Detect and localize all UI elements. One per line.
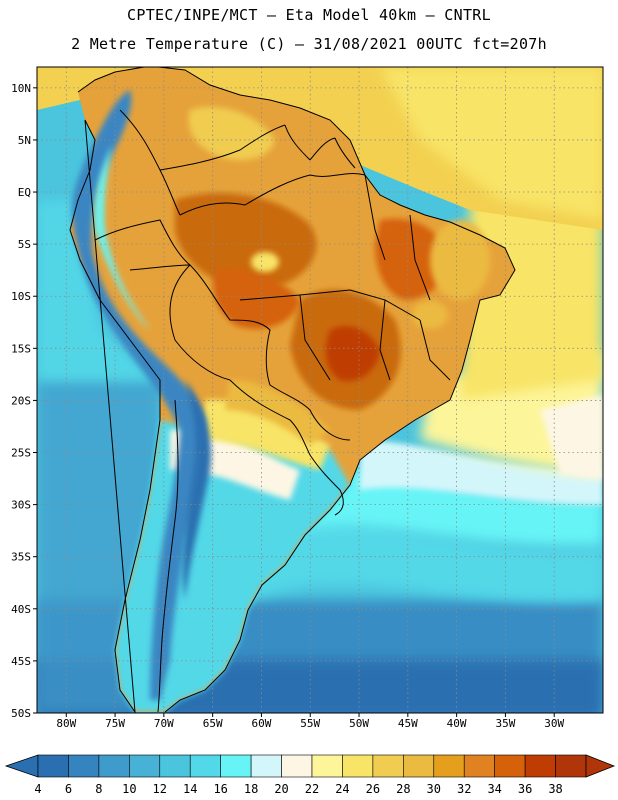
colorbar-label: 16 [213, 782, 227, 796]
guianas-border [284, 124, 356, 169]
lon-label: 80W [56, 717, 76, 730]
colorbar-label: 28 [396, 782, 410, 796]
lat-label: 45S [11, 655, 31, 668]
colorbar-swatch [555, 754, 587, 778]
colorbar-swatch [159, 754, 191, 778]
lat-label: 30S [11, 499, 31, 512]
goias-hottest-core [325, 326, 380, 381]
colorbar-label: 36 [518, 782, 532, 796]
colorbar-label: 14 [183, 782, 197, 796]
colorbar-label: 6 [65, 782, 72, 796]
lon-label: 75W [105, 717, 125, 730]
colorbar-label: 8 [95, 782, 102, 796]
paraguay-warm-area [225, 380, 330, 445]
colombia-border [119, 109, 181, 216]
colorbar-label: 24 [335, 782, 349, 796]
northeast-hot-core [375, 218, 446, 300]
longitude-labels: 80W 75W 70W 65W 60W 55W 50W 45W 40W 35W 30W [56, 713, 565, 730]
lat-label: 35S [11, 551, 31, 564]
andes-cool-edge [94, 145, 150, 330]
colorbar-swatch [342, 754, 374, 778]
country-borders [69, 67, 516, 713]
lon-label: 65W [203, 717, 223, 730]
colorbar-label: 20 [274, 782, 288, 796]
atlantic-band-cool-pale [360, 440, 603, 505]
colorbar-label: 10 [122, 782, 136, 796]
colorbar-swatch [463, 754, 495, 778]
guiana-highland-pale [188, 106, 275, 160]
colorbar-swatch [311, 754, 343, 778]
lat-label: 25S [11, 447, 31, 460]
coastline-border [69, 67, 516, 713]
colorbar-swatch [68, 754, 100, 778]
chart-title: CPTEC/INPE/MCT – Eta Model 40km – CNTRL [127, 6, 491, 24]
colorbar-label: 22 [305, 782, 319, 796]
lon-label: 50W [349, 717, 369, 730]
lon-label: 45W [398, 717, 418, 730]
colorbar-swatch [281, 754, 313, 778]
atlantic-band-cool [250, 521, 603, 602]
colorbar-swatch [129, 754, 161, 778]
colorbar-label: 32 [457, 782, 471, 796]
lat-label: 15S [11, 342, 31, 355]
north-atlantic-26 [380, 67, 603, 220]
colorbar-label: 12 [153, 782, 167, 796]
venezuela-border [159, 124, 286, 171]
colorbar-swatch [433, 754, 465, 778]
lon-label: 70W [154, 717, 174, 730]
argentina-north-border [229, 379, 311, 456]
altiplano-cold-area [182, 380, 211, 600]
lon-label: 35W [495, 717, 515, 730]
chart-subtitle: 2 Metre Temperature (C) – 31/08/2021 00U… [71, 35, 547, 53]
lat-label: 5N [18, 134, 31, 147]
bolivia-border [169, 264, 231, 381]
amazon-pale-patch [251, 252, 279, 272]
pacific-warm-area [37, 200, 160, 380]
colorbar-label: 34 [487, 782, 501, 796]
map-area [37, 67, 603, 713]
atlantic-band-pale [540, 395, 603, 480]
colorbar-swatch [494, 754, 526, 778]
uruguay-border [309, 454, 344, 516]
colorbar-arrow-right [585, 754, 616, 778]
colorbar-label: 38 [548, 782, 562, 796]
colorbar-label: 18 [244, 782, 258, 796]
colorbar-label: 26 [366, 782, 380, 796]
argentina-chile-border [157, 399, 179, 713]
colorbar: 4 6 8 10 12 14 16 18 20 22 24 26 28 30 32 34 36 38 [4, 754, 616, 796]
colorbar-arrow-left [4, 754, 39, 778]
peru-border [94, 219, 191, 266]
lat-label: 40S [11, 603, 31, 616]
bahia-pale-patch [412, 301, 448, 329]
colorbar-label: 4 [34, 782, 41, 796]
colorbar-swatch [37, 754, 69, 778]
colorbar-swatch [189, 754, 221, 778]
lat-label: EQ [18, 186, 31, 199]
lat-label: 20S [11, 394, 31, 407]
brazil-north-border [179, 173, 366, 216]
lat-label: 10S [11, 290, 31, 303]
lon-label: 55W [300, 717, 320, 730]
lon-label: 60W [252, 717, 272, 730]
lat-label: 5S [18, 238, 31, 251]
colorbar-swatch [403, 754, 435, 778]
colorbar-label: 30 [427, 782, 441, 796]
chaco-warm-area [200, 399, 330, 470]
map-frame [36, 66, 604, 714]
atlantic-band-26 [460, 180, 603, 400]
colorbar-swatch [524, 754, 556, 778]
latitude-labels: 10N 5N EQ 5S 10S 15S 20S 25S 30S 35S 40S 45S 50S [11, 82, 37, 720]
colorbar-swatch [250, 754, 282, 778]
northeast-coast-area [430, 220, 490, 300]
lon-label: 30W [544, 717, 564, 730]
lat-label: 50S [11, 707, 31, 720]
colorbar-swatch [372, 754, 404, 778]
colorbar-swatch [98, 754, 130, 778]
lon-label: 40W [447, 717, 467, 730]
lat-label: 10N [11, 82, 31, 95]
amazon-hot-core [175, 193, 317, 290]
brazil-interior-states [239, 174, 451, 381]
colorbar-swatch [220, 754, 252, 778]
